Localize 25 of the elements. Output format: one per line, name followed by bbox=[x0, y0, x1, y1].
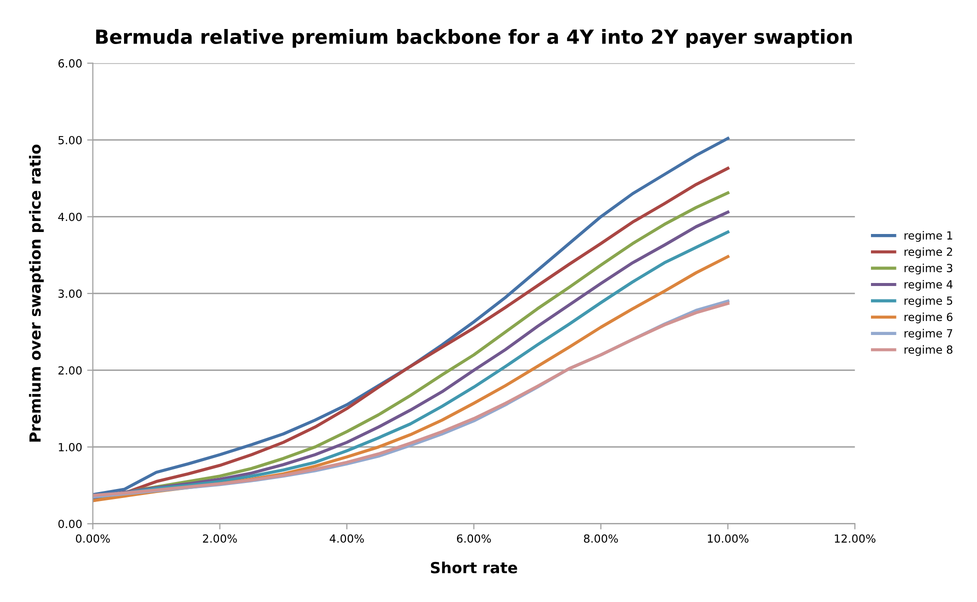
y-axis-title: Premium over swaption price ratio bbox=[28, 144, 44, 442]
y-tick-label: 2.00 bbox=[58, 366, 82, 375]
y-tick-label: 0.00 bbox=[58, 520, 82, 528]
legend-label: regime 3 bbox=[904, 264, 952, 274]
x-tick-label: 0.00% bbox=[76, 534, 110, 543]
legend-label: regime 8 bbox=[904, 345, 952, 356]
legend-label: regime 5 bbox=[904, 296, 952, 308]
chart-title: Bermuda relative premium backbone for a 4Y into 2Y payer swaption bbox=[96, 28, 852, 48]
legend-label: regime 7 bbox=[904, 328, 952, 340]
legend-label: regime 6 bbox=[904, 312, 952, 324]
x-axis-title: Short rate bbox=[430, 562, 518, 574]
x-tick-label: 12.00% bbox=[834, 534, 876, 543]
x-tick-label: 8.00% bbox=[584, 534, 618, 543]
legend-label: regime 1 bbox=[904, 231, 952, 242]
y-tick-label: 3.00 bbox=[58, 289, 82, 298]
y-tick-label: 1.00 bbox=[58, 442, 82, 452]
x-tick-label: 2.00% bbox=[202, 534, 237, 543]
y-tick-label: 4.00 bbox=[58, 212, 82, 222]
y-tick-label: 6.00 bbox=[58, 59, 82, 68]
legend-label: regime 4 bbox=[904, 280, 953, 291]
legend-label: regime 2 bbox=[904, 247, 952, 258]
x-tick-label: 10.00% bbox=[708, 534, 748, 543]
y-tick-label: 5.00 bbox=[58, 136, 82, 144]
x-tick-label: 4.00% bbox=[330, 534, 364, 543]
x-tick-label: 6.00% bbox=[456, 534, 491, 543]
